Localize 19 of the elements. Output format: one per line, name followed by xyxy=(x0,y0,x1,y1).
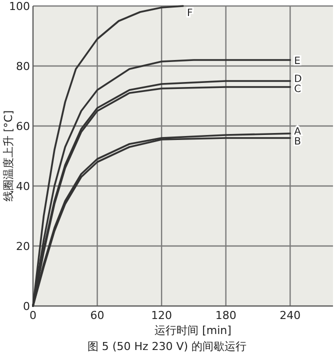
x-tick-label: 60 xyxy=(90,309,104,322)
series-label: E xyxy=(294,56,300,67)
y-tick-label: 40 xyxy=(16,180,30,193)
y-tick-label: 60 xyxy=(16,120,30,133)
series-label: A xyxy=(294,126,302,138)
x-tick-label: 180 xyxy=(215,309,236,322)
series-label: D xyxy=(294,74,302,85)
series-label: B xyxy=(294,136,302,148)
series-label: F xyxy=(187,8,193,19)
y-tick-label: 100 xyxy=(9,0,30,13)
caption: 图 5 (50 Hz 230 V) 的间歇运行 xyxy=(87,340,247,353)
x-axis-title: 运行时间 [min] xyxy=(154,324,232,337)
series-label: C xyxy=(294,84,302,95)
x-tick-label: 120 xyxy=(151,309,172,322)
y-tick-label: 80 xyxy=(16,60,30,73)
x-tick-label: 240 xyxy=(280,309,301,322)
y-axis-title: 线圈温度上升 [°C] xyxy=(2,110,15,202)
y-tick-label: 20 xyxy=(16,240,30,253)
y-tick-label: 0 xyxy=(23,300,30,313)
